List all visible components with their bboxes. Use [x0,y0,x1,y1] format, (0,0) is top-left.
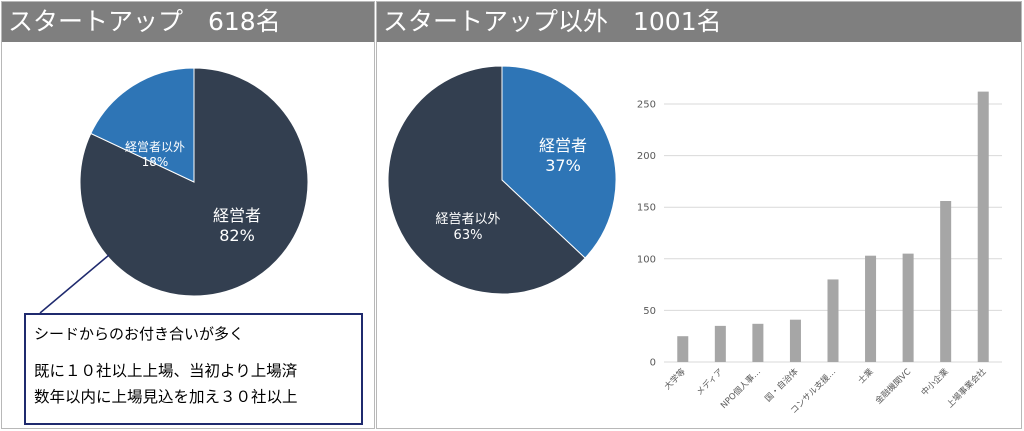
y-tick-label-4: 200 [637,151,656,162]
startup-slice-pct-others: 18% [141,155,169,169]
startup-slice-label-executive: 経営者 82% [192,206,282,246]
x-category-label-7: 中小企業 [919,366,951,398]
bar-2 [752,323,764,362]
non-startup-slice-name-others: 経営者以外 [435,212,501,227]
startup-slice-name-executive: 経営者 [212,206,261,225]
startup-slice-name-others: 経営者以外 [124,140,185,154]
x-category-label-0: 大学等 [662,366,688,392]
callout-line-2: 既に１０社以上上場、当初より上場済 [34,362,298,380]
non-startup-panel-title: スタートアップ以外 1001名 [377,2,1021,42]
non-startup-slice-label-others: 経営者以外 63% [418,212,518,245]
startup-panel: スタートアップ 618名 経営者以外 18% 経営者 82% シードからのお付き… [1,1,375,429]
non-startup-pie-slice-1 [387,65,586,295]
startup-slice-pct-executive: 82% [219,226,255,245]
y-tick-label-3: 150 [637,203,656,214]
x-category-label-2: NPO個人事… [718,366,763,411]
x-category-label-8: 上場事業会社 [944,366,988,410]
x-category-label-1: メディア [694,366,725,397]
bar-5 [865,255,877,362]
startup-panel-title: スタートアップ 618名 [2,2,374,42]
callout-line-1: シードからのお付き合いが多く [34,325,245,343]
bar-1 [714,325,726,362]
non-startup-slice-pct-executive: 37% [545,156,581,175]
bar-7 [940,201,952,362]
callout-box: シードからのお付き合いが多く 既に１０社以上上場、当初より上場済 数年以内に上場… [24,313,363,425]
non-startup-slice-pct-others: 63% [453,228,483,244]
bar-0 [677,336,689,362]
callout-line-3: 数年以内に上場見込を加え３０社以上 [34,388,298,406]
bar-6 [902,253,914,362]
y-tick-label-2: 100 [637,254,656,265]
startup-slice-label-others: 経営者以外 18% [110,140,200,170]
startup-pie-slice-1 [90,67,195,183]
bar-8 [977,91,989,362]
y-tick-label-0: 0 [650,358,656,369]
non-startup-panel: スタートアップ以外 1001名 [376,1,1022,429]
bar-4 [827,279,839,362]
callout-connector [39,254,110,314]
bar-3 [789,319,801,362]
non-startup-slice-label-executive: 経営者 37% [518,136,608,176]
x-category-label-3: 国・自治体 [763,366,801,404]
startup-pie-chart [79,67,309,297]
non-startup-pie-chart [387,65,617,295]
y-tick-label-5: 250 [637,100,656,111]
y-tick-label-1: 50 [643,306,656,317]
x-category-label-5: 士業 [856,366,876,386]
x-category-label-6: 金融機関VC [873,366,913,406]
non-startup-pie-slice-0 [501,65,617,259]
non-startup-slice-name-executive: 経営者 [538,136,587,155]
